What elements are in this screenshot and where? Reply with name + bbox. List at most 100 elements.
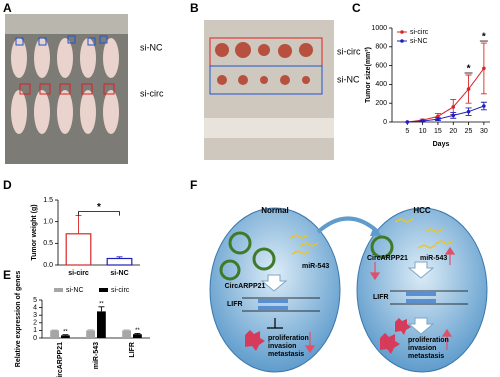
error-bar xyxy=(134,332,141,335)
marker xyxy=(466,109,471,114)
line xyxy=(407,105,485,123)
y-tick-label: 0 xyxy=(33,335,37,342)
y-tick-label: 1.0 xyxy=(43,219,53,226)
legend-swatch xyxy=(99,288,108,292)
annotation: * xyxy=(97,202,101,213)
bar xyxy=(106,257,133,266)
node-label: miR-543 xyxy=(302,263,329,270)
marker xyxy=(405,120,410,124)
outcome: proliferation xyxy=(268,335,309,342)
photo-label: si-NC xyxy=(337,74,360,84)
error-bar xyxy=(116,256,123,259)
annotation: ** xyxy=(135,328,140,334)
y-tick-label: 1000 xyxy=(371,25,387,32)
panel-label: B xyxy=(190,1,199,15)
legend-label: si-circ xyxy=(410,29,429,36)
legend-swatch xyxy=(400,30,404,34)
bar xyxy=(97,311,106,338)
bar xyxy=(65,233,92,266)
photo-b xyxy=(204,20,334,160)
legend-swatch xyxy=(400,39,404,43)
x-tick-label: miR-543 xyxy=(93,342,100,369)
y-tick-label: 2 xyxy=(33,320,37,327)
node-label: CircARPP21 xyxy=(367,255,408,262)
photo-a xyxy=(5,14,128,164)
x-tick-label: si-NC xyxy=(110,270,128,277)
marker xyxy=(451,113,456,118)
panel-label: A xyxy=(3,1,12,15)
line xyxy=(407,68,485,123)
y-tick-label: 400 xyxy=(375,81,387,88)
x-tick-label: 20 xyxy=(449,128,457,135)
y-tick-label: 600 xyxy=(375,62,387,69)
bracket xyxy=(78,211,120,216)
x-tick-label: 25 xyxy=(465,128,473,135)
y-tick-label: 0 xyxy=(383,119,387,126)
legend-swatch xyxy=(54,288,63,292)
legend-label: si-NC xyxy=(66,287,84,294)
error-bar xyxy=(75,215,82,234)
error-bar xyxy=(62,334,69,336)
x-tick-label: 15 xyxy=(434,128,442,135)
y-tick-label: 800 xyxy=(375,44,387,51)
panel-label: F xyxy=(190,178,197,192)
photo-label: si-NC xyxy=(140,42,163,52)
bar xyxy=(86,330,95,338)
marker xyxy=(482,66,486,71)
x-tick-label: 10 xyxy=(419,128,427,135)
x-tick-label: circARPP21 xyxy=(57,342,64,377)
error-bar xyxy=(87,329,94,331)
node-label: LIFR xyxy=(373,294,389,301)
y-tick-label: 3 xyxy=(33,312,37,319)
y-axis-label: Tumor size(mm³) xyxy=(365,47,372,103)
annotation: ** xyxy=(63,329,68,335)
x-axis-label: Days xyxy=(433,141,450,148)
marker xyxy=(436,114,440,119)
y-axis-label: Tumor weight (g) xyxy=(31,204,38,260)
panel-label: C xyxy=(352,1,361,15)
y-tick-label: 0.0 xyxy=(43,262,53,269)
outcome: invasion xyxy=(268,343,296,350)
outcome: proliferation xyxy=(408,337,449,344)
y-tick-label: 0.5 xyxy=(43,240,53,247)
node-label: CircARPP21 xyxy=(225,283,266,290)
marker xyxy=(420,119,425,123)
outcome: invasion xyxy=(408,345,436,352)
photo-label: si-circ xyxy=(140,88,164,98)
y-tick-label: 1.5 xyxy=(43,197,53,204)
bar xyxy=(61,335,70,338)
annotation: * xyxy=(467,64,471,75)
panel-label: D xyxy=(3,178,12,192)
marker xyxy=(451,105,456,109)
bar xyxy=(133,334,142,338)
annotation: ** xyxy=(99,301,104,307)
error-bar xyxy=(98,306,105,312)
photo-label: si-circ xyxy=(337,46,361,56)
bar xyxy=(50,330,59,338)
legend-label: si-circ xyxy=(111,287,130,294)
x-tick-label: LIFR xyxy=(129,342,136,358)
cell-title: HCC xyxy=(413,206,431,215)
bar xyxy=(122,330,131,338)
legend-label: si-NC xyxy=(410,38,428,45)
panel-label: E xyxy=(3,268,11,282)
node-label: miR-543 xyxy=(420,255,447,262)
y-tick-label: 4 xyxy=(33,304,37,311)
y-axis-label: Relative expression of genes xyxy=(15,271,22,368)
annotation: * xyxy=(482,32,486,43)
x-tick-label: 30 xyxy=(480,128,488,135)
outcome: metastasis xyxy=(408,353,444,360)
y-tick-label: 5 xyxy=(33,297,37,304)
x-tick-label: si-circ xyxy=(68,270,89,277)
marker xyxy=(466,87,471,91)
axis xyxy=(391,28,490,123)
marker xyxy=(482,104,486,108)
y-tick-label: 200 xyxy=(375,100,387,107)
diagram xyxy=(209,207,488,373)
marker xyxy=(436,117,440,121)
outcome: metastasis xyxy=(268,351,304,358)
cell-title: Normal xyxy=(261,206,289,215)
x-tick-label: 5 xyxy=(405,128,409,135)
y-tick-label: 1 xyxy=(33,327,37,334)
